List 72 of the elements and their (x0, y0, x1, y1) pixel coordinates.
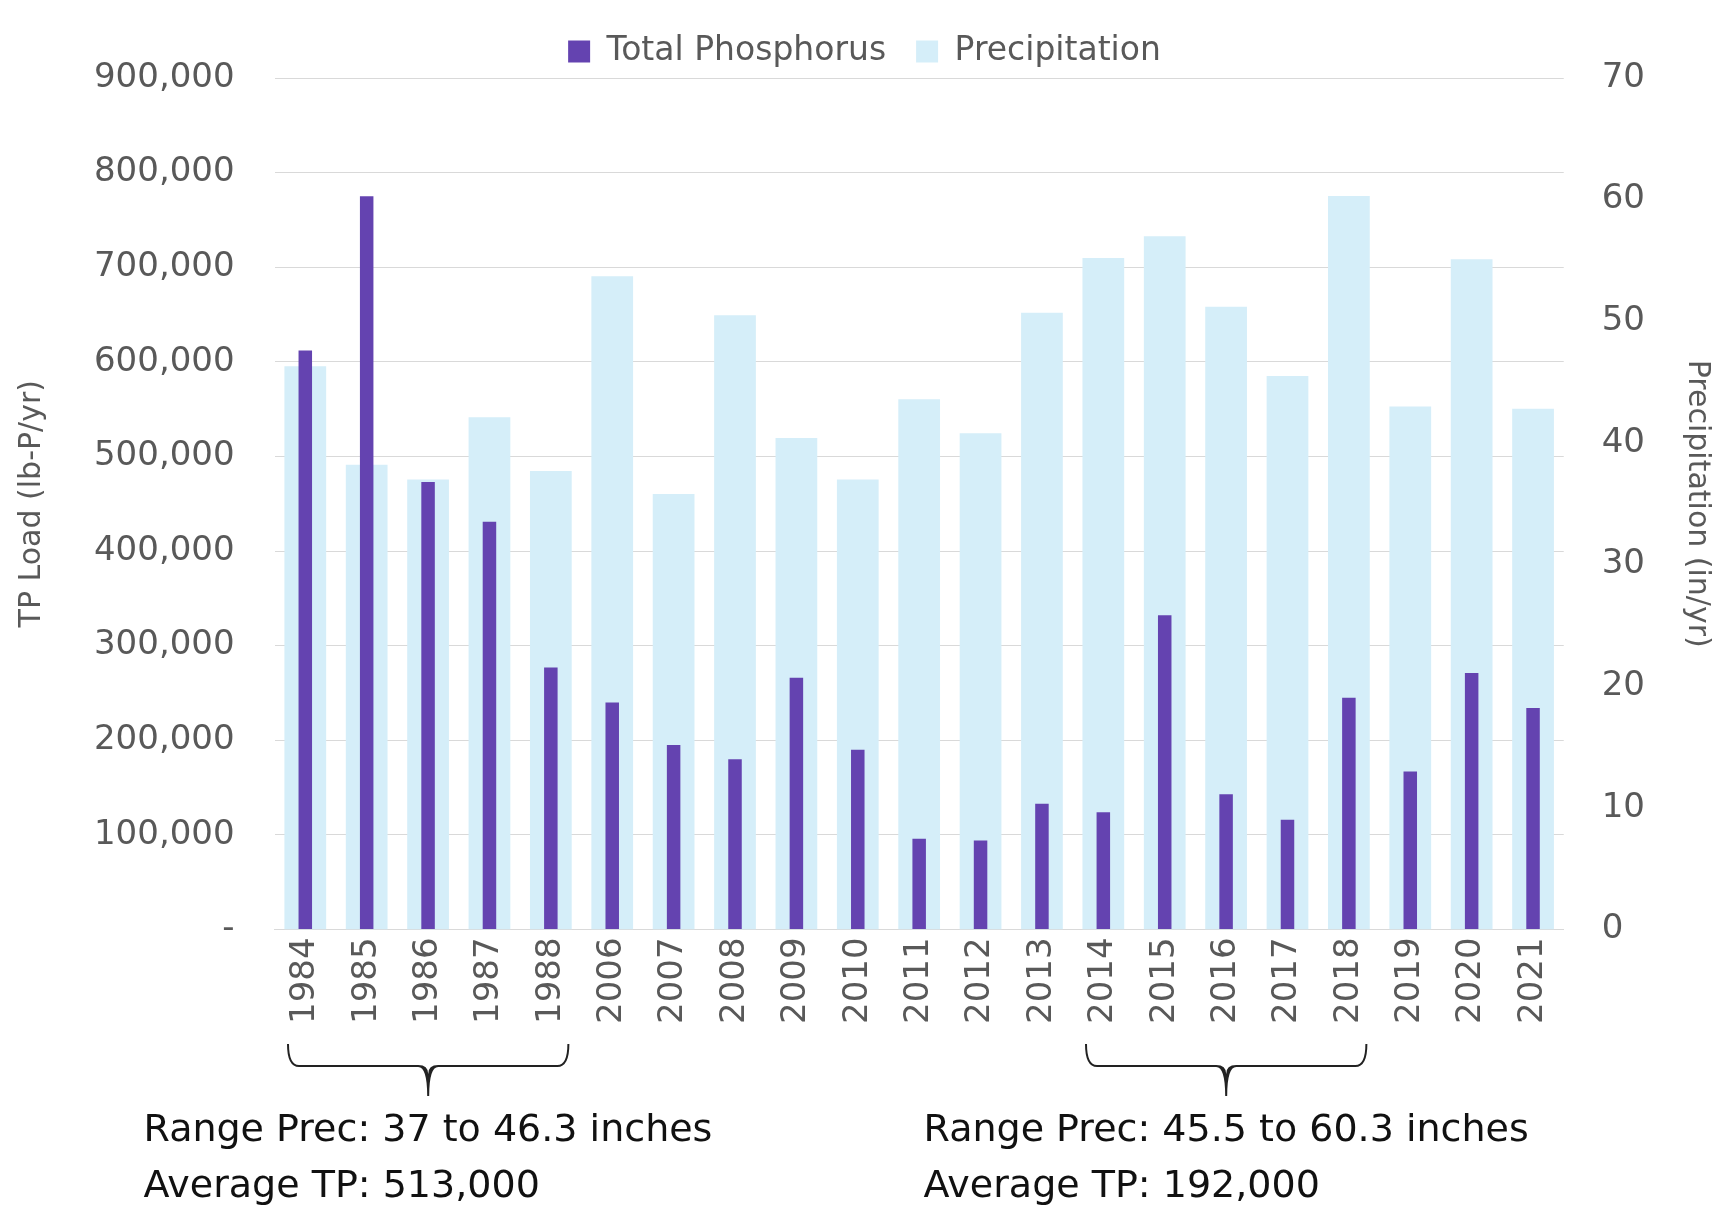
bar (714, 315, 756, 930)
x-tick-label: 1987 (466, 937, 507, 1024)
x-tick-label: 2012 (957, 937, 998, 1024)
y-tick-label: 200,000 (93, 717, 235, 758)
x-tick-label: 2010 (834, 937, 875, 1024)
x-tick-label: 2011 (896, 937, 936, 1024)
x-tick-label: 1986 (404, 937, 445, 1024)
x-tick-label: 1984 (282, 937, 323, 1024)
bar (666, 744, 681, 929)
y-tick-label: 900,000 (93, 54, 235, 95)
y2-tick-label: 40 (1601, 419, 1645, 460)
y-tick-label: - (222, 906, 235, 947)
x-tick-label: 2016 (1202, 937, 1243, 1024)
bar (1403, 771, 1418, 929)
bar (1021, 312, 1063, 930)
y2-axis-title: Precipitation (in/yr) (1682, 359, 1718, 648)
y2-tick-label: 50 (1601, 298, 1645, 339)
bar (1096, 812, 1111, 929)
y2-tick-label: 20 (1601, 663, 1645, 704)
x-tick-label: 2019 (1387, 937, 1428, 1024)
x-tick-label: 1988 (527, 937, 568, 1024)
bar (1464, 673, 1479, 929)
bar (959, 433, 1002, 930)
bar (544, 667, 558, 929)
x-tick-label: 1985 (343, 937, 384, 1024)
x-tick-label: 2007 (650, 937, 691, 1024)
x-tick-label: 2009 (773, 937, 814, 1024)
bar (973, 840, 988, 929)
x-tick-label: 2020 (1448, 937, 1489, 1024)
text: Average TP: 192,000 (923, 1161, 1321, 1208)
x-tick-label: 2006 (589, 937, 630, 1024)
x-tick-label: 2018 (1325, 937, 1366, 1024)
x-tick-label: 2017 (1264, 937, 1305, 1024)
bar (728, 759, 742, 929)
x-tick-label: 2014 (1080, 937, 1121, 1024)
y2-tick-label: 10 (1601, 784, 1645, 825)
text: Range Prec: 45.5 to 60.3 inches (923, 1105, 1529, 1152)
x-tick-label: 2015 (1141, 937, 1182, 1024)
legend-label: Total Phosphorus (605, 29, 887, 69)
y-tick-label: 400,000 (93, 527, 235, 568)
y-tick-label: 600,000 (93, 338, 235, 379)
bar (789, 677, 804, 929)
y-tick-label: 100,000 (93, 811, 235, 852)
text: Range Prec: 37 to 46.3 inches (143, 1105, 713, 1152)
y2-tick-label: 60 (1601, 176, 1645, 217)
y2-tick-label: 70 (1601, 54, 1645, 95)
bar (1219, 794, 1233, 929)
x-tick-label: 2008 (711, 937, 752, 1024)
bar (1082, 258, 1125, 930)
bar (912, 838, 926, 929)
bar (1389, 406, 1432, 930)
bar (1035, 803, 1049, 929)
bar (898, 399, 941, 930)
bar (605, 702, 619, 929)
bar (1266, 376, 1309, 930)
y2-tick-label: 30 (1601, 541, 1645, 582)
y-tick-label: 500,000 (93, 433, 235, 474)
bar (1342, 697, 1356, 929)
bar (1205, 306, 1247, 930)
y-tick-label: 300,000 (93, 622, 235, 663)
legend-label: Precipitation (954, 29, 1161, 69)
bar (851, 749, 865, 929)
y-axis-title: TP Load (lb-P/yr) (11, 380, 47, 629)
x-tick-label: 2021 (1509, 937, 1550, 1024)
bar (1280, 819, 1295, 929)
text: Average TP: 513,000 (143, 1161, 541, 1208)
bar (1526, 708, 1540, 929)
bar (1157, 615, 1172, 929)
y-tick-label: 700,000 (93, 244, 235, 285)
x-tick-label: 2013 (1018, 937, 1059, 1024)
y-tick-label: 800,000 (93, 149, 235, 190)
y2-tick-label: 0 (1601, 906, 1624, 947)
